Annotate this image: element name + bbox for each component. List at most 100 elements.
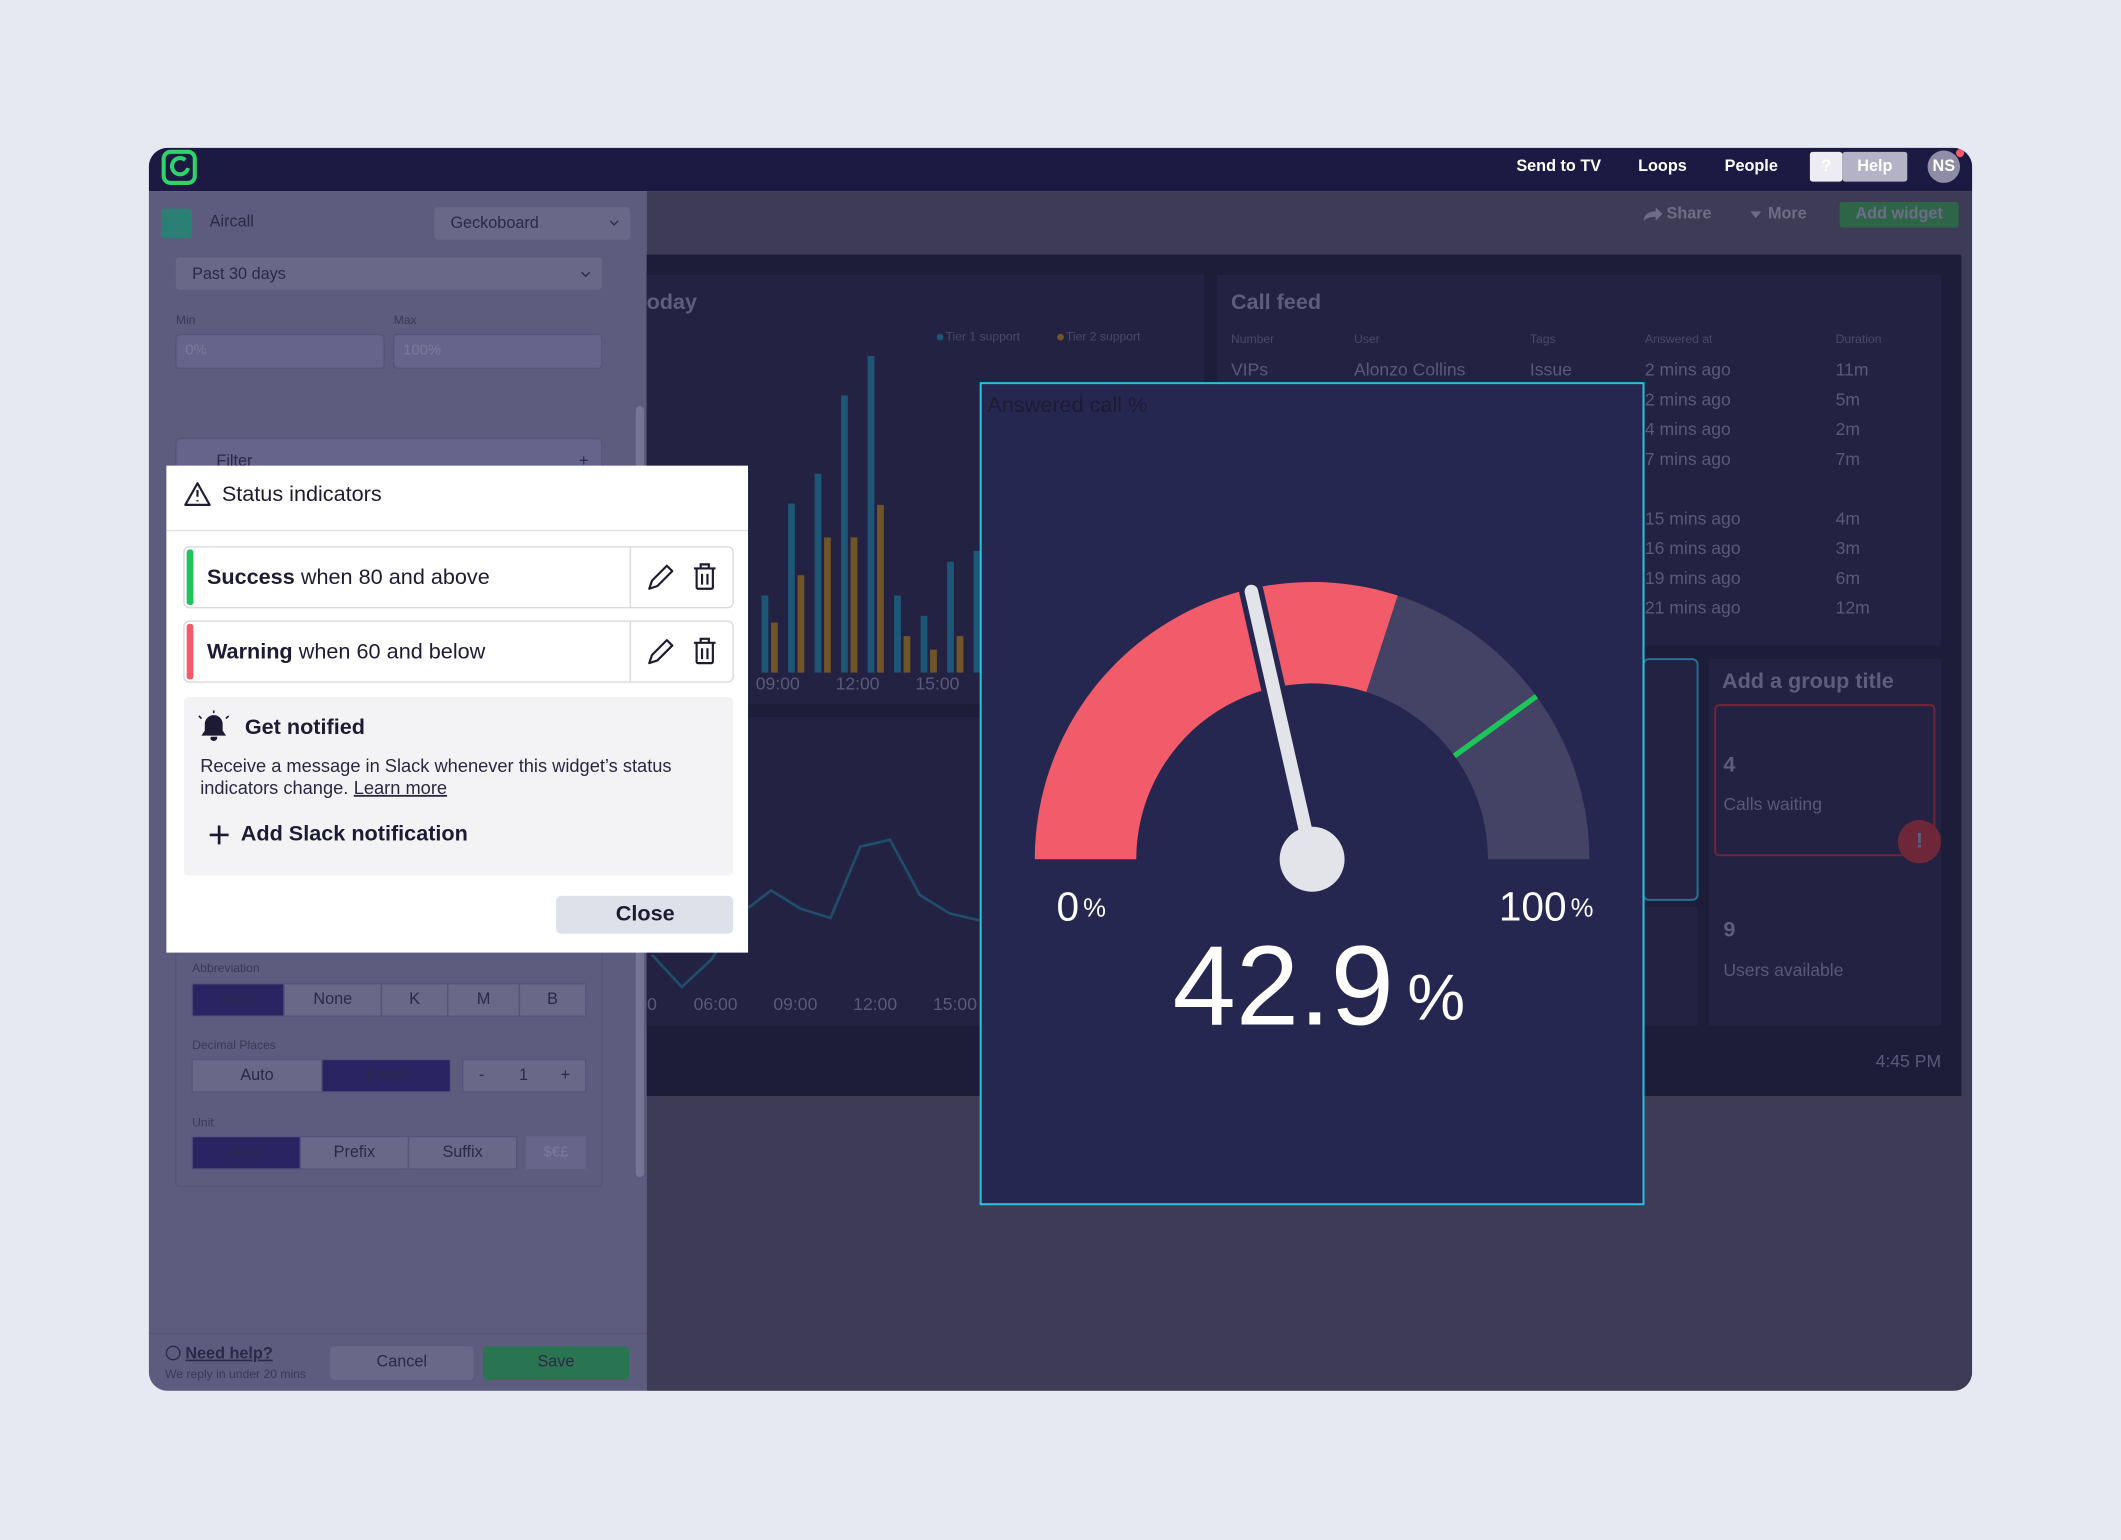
gauge-warning-arc [1034,581,1398,860]
source-icon [160,208,193,239]
learn-more-link[interactable]: Learn more [354,777,447,798]
save-label[interactable]: Save [537,1353,574,1371]
x-tick-label: 12:00 [836,673,880,693]
option-label[interactable]: M [477,990,491,1008]
option-label[interactable]: Prefix [334,1143,375,1161]
field-label: Decimal Places [192,1038,276,1052]
help-label[interactable]: Help [1857,157,1892,175]
option-button[interactable] [191,983,285,1017]
avatar-initials[interactable]: NS [1933,157,1956,175]
option-label[interactable]: B [547,990,558,1008]
option-label[interactable]: Suffix [442,1143,482,1161]
table-header: Tags [1530,332,1556,346]
add-notification-button[interactable]: Add Slack notification [241,821,468,846]
share-button[interactable]: Share [1667,204,1712,222]
bar [956,636,964,673]
option-button[interactable] [380,983,449,1017]
more-button[interactable]: More [1768,204,1807,222]
bar [947,561,954,673]
stepper-decrement[interactable]: - [479,1066,484,1084]
x-tick-label: 09:00 [756,673,800,693]
add-widget-button[interactable]: Add widget [1855,204,1943,222]
legend-dot [1057,333,1064,341]
table-cell: 6m [1836,568,1860,588]
gauge-value-part: % [1407,961,1465,1034]
option-label[interactable]: Auto [230,1143,263,1161]
account-name[interactable]: Geckoboard [450,214,538,232]
close-label[interactable]: Close [616,900,675,925]
option-label[interactable]: Fixed [366,1066,406,1084]
option-button[interactable] [447,983,521,1017]
edit-icon[interactable] [648,564,674,590]
table-cell: 21 mins ago [1645,598,1741,618]
indicator-threshold: 60 [357,638,381,663]
help-icon[interactable]: ? [1821,157,1831,175]
option-button[interactable] [518,983,587,1017]
option-button[interactable] [191,1135,301,1170]
edit-icon[interactable] [648,639,674,665]
option-button[interactable] [283,983,383,1017]
table-cell: 15 mins ago [1645,508,1741,528]
cancel-button[interactable] [330,1346,474,1381]
delete-icon[interactable] [693,637,716,665]
bar [877,504,884,673]
field-label: Min [176,313,196,327]
option-label[interactable]: K [409,990,420,1008]
option-label[interactable]: Auto [240,1066,273,1084]
nav-link[interactable]: Send to TV [1516,157,1601,175]
gauge-min-label-part: 0 [1056,883,1079,929]
x-tick-label: 09:00 [773,994,817,1014]
option-button[interactable] [299,1135,410,1170]
date-range[interactable]: Past 30 days [192,265,286,283]
gauge-max-label-part: 100 [1499,883,1567,929]
option-button[interactable] [191,1058,323,1093]
stepper-increment[interactable]: + [561,1066,570,1084]
plus-icon[interactable] [209,825,229,845]
indicator-row [183,546,734,609]
option-label[interactable]: Auto [221,990,254,1008]
field-label: Unit [192,1115,214,1129]
nav-link[interactable]: Loops [1638,157,1687,175]
save-button[interactable] [482,1346,629,1381]
help-link[interactable]: Need help? [185,1345,272,1363]
help-icon-bg [1809,151,1843,182]
gauge-max-label: 100% [1499,883,1594,929]
bar [930,649,937,673]
bar [920,615,928,673]
option-button[interactable] [321,1058,452,1093]
placeholder[interactable]: 100% [403,343,441,359]
currency-label: $€£ [544,1145,570,1161]
app-window: Send to TV Loops People? Help NS Share More Add… [148,147,1973,1391]
legend-label: Tier 1 support [946,329,1021,343]
bar [841,395,848,673]
line-series [650,838,980,989]
notify-description: Receive a message in Slack whenever this… [200,755,671,776]
close-button[interactable] [555,895,734,934]
table-cell: 4m [1836,508,1860,528]
option-label[interactable]: None [313,990,352,1008]
widget-title: Answered call % [987,392,1147,417]
bar [771,622,778,673]
filter-add[interactable]: + [579,452,588,470]
x-tick-label: 06:00 [694,994,738,1014]
filter-label[interactable]: Filter [216,452,253,470]
logo-swirl [169,156,190,177]
placeholder[interactable]: 0% [185,343,206,359]
help-note: We reply in under 20 mins [165,1367,306,1381]
alert-icon: ! [1916,827,1923,852]
option-button[interactable] [407,1135,518,1170]
indicator-status: Success [207,564,295,589]
sidebar-footer-line [148,1332,647,1335]
cancel-label[interactable]: Cancel [376,1353,427,1371]
status-box [1714,704,1936,857]
help-button [1842,151,1908,182]
table-cell: 2 mins ago [1645,360,1731,380]
delete-icon[interactable] [693,563,716,590]
notify-box [183,696,734,876]
bell-icon [198,710,230,741]
indicator-prefix: when [300,564,353,589]
chevron [609,220,619,226]
nav-link[interactable]: People [1725,157,1778,175]
